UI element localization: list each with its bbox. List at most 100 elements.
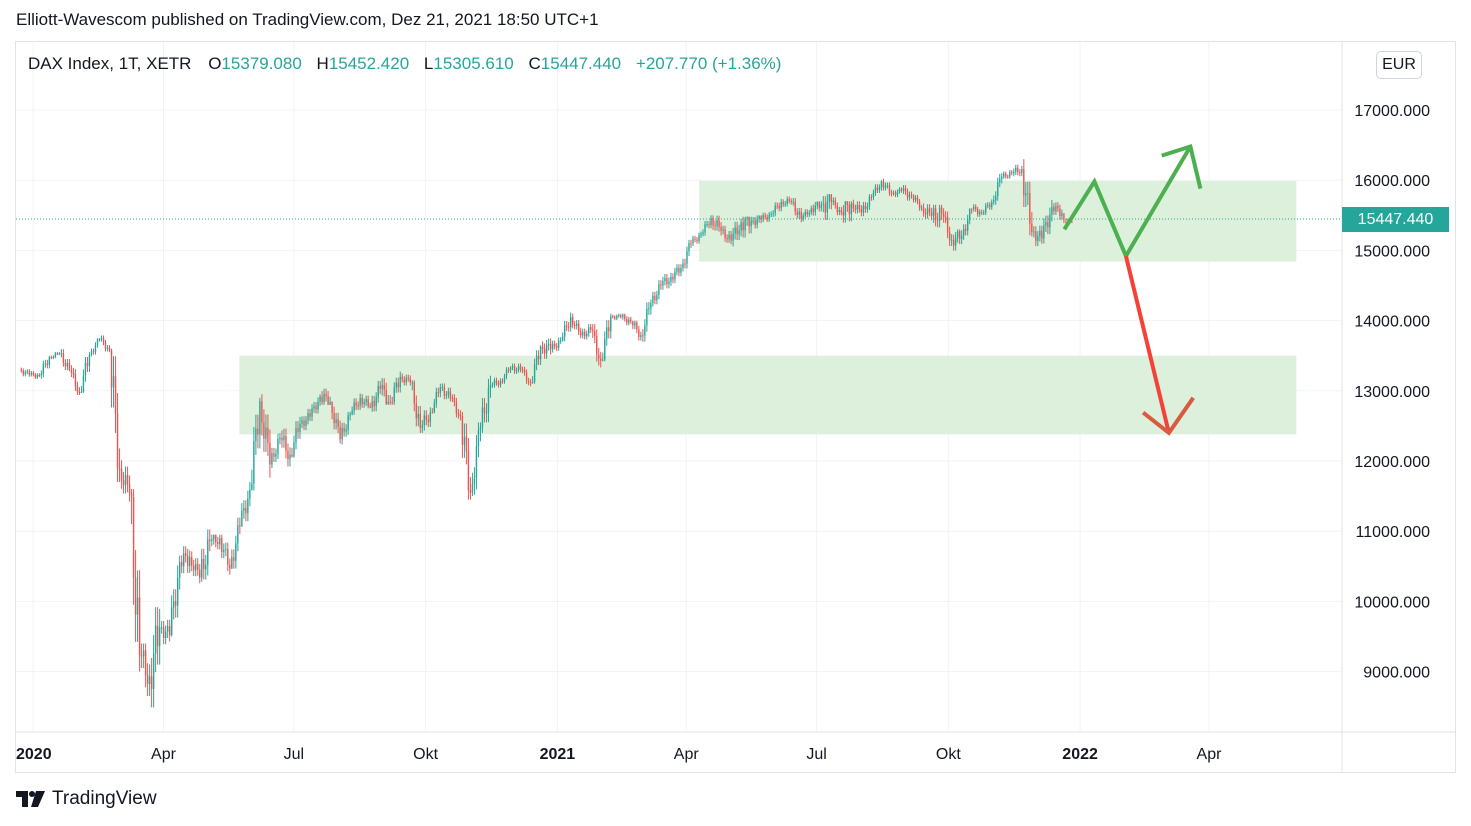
candle-body	[648, 308, 650, 310]
candle-body	[565, 325, 568, 327]
candle-body	[431, 412, 434, 414]
candle-body	[46, 363, 49, 365]
candle-body	[499, 380, 502, 385]
candle-body	[952, 239, 955, 246]
candle-body	[211, 539, 213, 542]
currency-button[interactable]: EUR	[1376, 51, 1422, 79]
brand-name: TradingView	[52, 788, 157, 809]
candle-body	[636, 322, 638, 330]
candle-body	[247, 498, 249, 514]
candle-body	[1045, 222, 1047, 226]
price-tick-label: 11000.000	[1356, 524, 1431, 541]
candle-body	[381, 385, 383, 389]
projection-path	[1062, 145, 1193, 261]
candle-body	[826, 201, 829, 213]
tradingview-brand[interactable]: TradingView	[16, 788, 157, 810]
candle-body	[162, 627, 165, 639]
candle-body	[116, 413, 119, 469]
candle-body	[892, 192, 895, 194]
candle-body	[722, 229, 724, 231]
candle-body	[876, 187, 879, 190]
candle-body	[183, 553, 185, 567]
candle-body	[724, 229, 726, 238]
candle-body	[596, 336, 598, 355]
candle-body	[878, 187, 881, 190]
candle-body	[535, 356, 538, 365]
candle-body	[654, 295, 656, 301]
candle-body	[62, 353, 65, 363]
candle-body	[44, 363, 47, 365]
candle-body	[52, 356, 55, 358]
candle-body	[866, 206, 869, 210]
candle-body	[168, 626, 171, 636]
candle-body	[76, 386, 79, 392]
candle-body	[1063, 213, 1065, 219]
candle-body	[54, 353, 57, 357]
candle-body	[688, 243, 690, 252]
candle-body	[640, 335, 642, 337]
candle-body	[1043, 225, 1045, 239]
candle-body	[349, 413, 351, 416]
candle-body	[936, 219, 939, 221]
candle-body	[319, 396, 321, 402]
candle-body	[285, 435, 287, 452]
low-label: L	[423, 54, 434, 73]
candle-body	[114, 376, 117, 414]
candle-body	[555, 346, 558, 348]
candle-body	[557, 340, 560, 348]
candle-body	[1035, 231, 1037, 241]
candle-body	[974, 206, 977, 210]
candle-body	[251, 483, 253, 490]
candle-body	[279, 437, 281, 440]
candle-body	[92, 351, 95, 353]
candle-body	[822, 203, 825, 205]
candle-body	[602, 359, 604, 361]
candle-body	[467, 451, 470, 491]
candle-body	[297, 427, 299, 432]
candle-body	[521, 369, 524, 371]
candle-body	[241, 510, 243, 527]
tradingview-logo-icon	[16, 791, 45, 807]
candle-body	[333, 413, 335, 424]
candle-body	[798, 211, 800, 215]
candle-body	[507, 369, 510, 371]
candle-body	[86, 363, 89, 366]
candle-body	[189, 557, 191, 567]
candle-body	[102, 338, 105, 343]
candle-body	[812, 208, 814, 212]
candle-body	[339, 426, 341, 440]
candle-body	[174, 601, 177, 606]
candle-body	[445, 394, 448, 396]
candle-body	[205, 565, 207, 570]
candle-body	[269, 442, 271, 465]
candle-body	[489, 385, 492, 389]
candle-body	[624, 314, 626, 319]
candle-body	[217, 542, 219, 545]
candle-body	[1015, 167, 1017, 172]
candle-body	[638, 329, 640, 337]
candle-body	[578, 323, 580, 332]
candle-body	[1021, 168, 1023, 174]
candle-body	[802, 215, 804, 219]
candle-body	[880, 181, 883, 188]
candle-body	[537, 356, 540, 360]
candle-body	[263, 422, 265, 439]
candle-body	[932, 208, 935, 217]
symbol-name[interactable]: DAX Index, 1T, XETR	[28, 54, 192, 73]
candle-body	[152, 653, 155, 689]
candle-body	[808, 212, 810, 215]
candle-body	[118, 468, 121, 470]
candle-body	[40, 373, 43, 376]
high-value: 15452.420	[328, 54, 410, 73]
candle-body	[181, 562, 183, 567]
candle-body	[277, 439, 279, 454]
candle-body	[569, 317, 572, 328]
candle-body	[588, 327, 590, 334]
candle-body	[78, 391, 81, 393]
candle-body	[84, 363, 87, 376]
candle-body	[345, 429, 347, 432]
candle-body	[838, 210, 841, 213]
candle-body	[213, 534, 215, 540]
candle-body	[858, 205, 861, 209]
